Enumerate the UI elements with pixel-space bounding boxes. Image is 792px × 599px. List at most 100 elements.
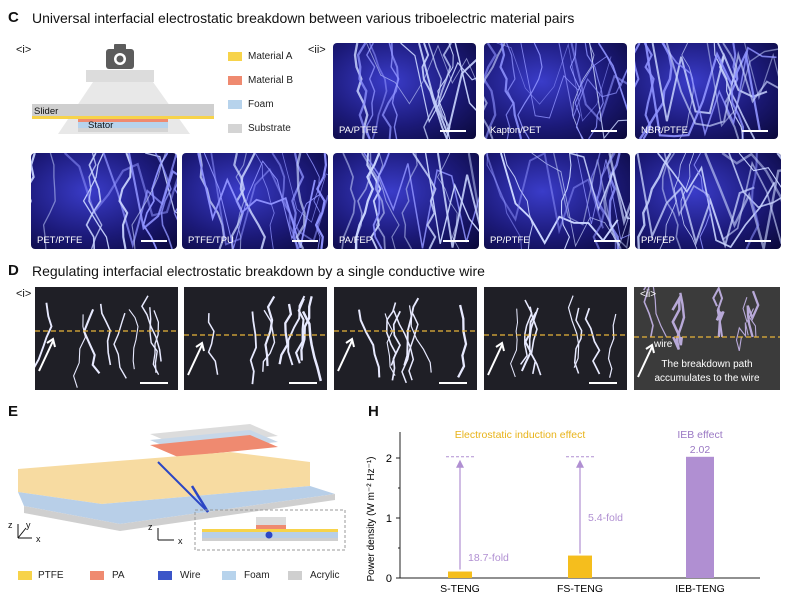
discharge-streak bbox=[569, 153, 630, 220]
micrograph-label: PA/FEP bbox=[339, 235, 373, 246]
breakdown-path bbox=[358, 309, 381, 378]
legend-swatch-substrate bbox=[228, 124, 242, 133]
micrograph-nbr-ptfe: NBR/PTFE bbox=[635, 43, 778, 139]
discharge-streak bbox=[82, 153, 110, 249]
breakdown-path bbox=[300, 296, 313, 361]
scale-bar bbox=[594, 240, 620, 242]
discharge-streak bbox=[693, 153, 711, 249]
panel-c-heading: Universal interfacial electrostatic brea… bbox=[32, 10, 575, 26]
discharge-streak bbox=[145, 153, 177, 214]
discharge-streak bbox=[401, 153, 418, 249]
micrograph-label: Kapton/PET bbox=[490, 125, 542, 136]
legend-pa: PA bbox=[112, 570, 125, 581]
micrograph-pa-fep: PA/FEP bbox=[333, 153, 479, 249]
arrow-icon bbox=[337, 340, 353, 372]
discharge-streak bbox=[570, 43, 627, 123]
breakdown-path bbox=[35, 302, 53, 368]
power-density-chart: 0 1 2 Power density (W m⁻² Hz⁻¹) S-TENG FS-TE… bbox=[360, 412, 788, 598]
discharge-streak bbox=[203, 153, 322, 249]
discharge-streak bbox=[127, 153, 177, 231]
bar-ieb-teng bbox=[686, 456, 714, 578]
discharge-streak bbox=[608, 153, 621, 249]
micrograph-ptfe-tpu: PTFE/TPU bbox=[182, 153, 328, 249]
discharge-streak bbox=[505, 43, 516, 139]
panel-d-letter: D bbox=[8, 262, 19, 279]
panel-d-sub-ii: <ii> bbox=[640, 289, 657, 300]
legend-swatch-pa bbox=[90, 571, 104, 580]
discharge-streak bbox=[418, 43, 476, 138]
discharge-streak bbox=[454, 43, 476, 112]
discharge-streak bbox=[437, 43, 452, 139]
breakdown-path bbox=[672, 292, 686, 350]
discharge-streak bbox=[713, 43, 744, 139]
discharge-streak bbox=[661, 153, 682, 249]
legend-swatch-acrylic bbox=[288, 571, 302, 580]
axis-y: y bbox=[26, 520, 31, 530]
discharge-streak bbox=[314, 153, 328, 249]
discharge-streak bbox=[88, 153, 103, 249]
legend-swatch-foam bbox=[228, 100, 242, 109]
discharge-streak bbox=[499, 43, 523, 139]
arrow-head-icon bbox=[195, 341, 205, 352]
y-tick-label: 0 bbox=[386, 573, 392, 585]
breakdown-image-wire: <ii> wire The breakdown path accumulates… bbox=[634, 287, 780, 390]
annotation-ieb: IEB effect bbox=[677, 429, 722, 441]
breakdown-path bbox=[82, 308, 101, 374]
discharge-streak bbox=[436, 153, 460, 249]
legend-foam-e: Foam bbox=[244, 570, 270, 581]
scale-bar bbox=[742, 130, 768, 132]
breakdown-path bbox=[391, 310, 401, 381]
breakdown-path bbox=[671, 294, 684, 346]
discharge-streak bbox=[239, 153, 266, 249]
legend-wire: Wire bbox=[180, 570, 201, 581]
breakdown-path bbox=[643, 287, 654, 338]
camera-schematic: Slider Stator bbox=[28, 34, 228, 146]
discharge-streak bbox=[637, 153, 672, 249]
breakdown-path bbox=[408, 305, 432, 373]
caption-line-2: accumulates to the wire bbox=[654, 373, 760, 384]
scale-bar bbox=[443, 240, 469, 242]
breakdown-path bbox=[567, 295, 580, 368]
discharge-streak bbox=[638, 43, 673, 139]
discharge-streak bbox=[424, 153, 479, 244]
discharge-streak bbox=[412, 153, 437, 249]
discharge-streak bbox=[173, 153, 177, 221]
discharge-streak bbox=[721, 153, 781, 203]
breakdown-image-4 bbox=[484, 287, 627, 390]
breakdown-path bbox=[113, 312, 127, 379]
discharge-streak bbox=[142, 153, 169, 249]
discharge-streak bbox=[635, 43, 641, 88]
scale-bar bbox=[439, 382, 467, 384]
discharge-streak bbox=[485, 153, 604, 235]
discharge-streak bbox=[499, 153, 619, 245]
arrow-icon bbox=[187, 344, 203, 376]
x-tick-label: IEB-TENG bbox=[675, 583, 725, 595]
discharge-streak bbox=[503, 153, 534, 249]
discharge-streak bbox=[377, 153, 400, 249]
discharge-streak bbox=[558, 43, 627, 120]
legend-swatch-material-a bbox=[228, 52, 242, 61]
micrograph-label: PA/PTFE bbox=[339, 125, 378, 136]
breakdown-path bbox=[301, 310, 323, 382]
fold-arrow-head-icon bbox=[576, 459, 584, 468]
discharge-streak bbox=[295, 153, 306, 249]
breakdown-path bbox=[584, 307, 601, 375]
arrow-head-icon bbox=[645, 343, 655, 354]
discharge-streak bbox=[366, 43, 476, 105]
y-tick-label: 2 bbox=[386, 453, 392, 465]
discharge-streak bbox=[368, 43, 388, 139]
legend-material-b: Material B bbox=[248, 75, 294, 86]
panel-d-heading: Regulating interfacial electrostatic bre… bbox=[32, 263, 485, 279]
discharge-streak bbox=[663, 153, 781, 245]
discharge-streak bbox=[679, 43, 694, 139]
breakdown-image-1 bbox=[35, 287, 178, 390]
breakdown-path bbox=[249, 311, 258, 385]
legend-material-a: Material A bbox=[248, 51, 293, 62]
discharge-streak bbox=[661, 43, 777, 137]
discharge-streak bbox=[603, 153, 622, 249]
scale-bar bbox=[440, 130, 466, 132]
inset-axis-z: z bbox=[148, 522, 153, 532]
x-tick-label: S-TENG bbox=[440, 583, 480, 595]
axis-z: z bbox=[8, 520, 13, 530]
arrow-icon bbox=[38, 340, 54, 372]
